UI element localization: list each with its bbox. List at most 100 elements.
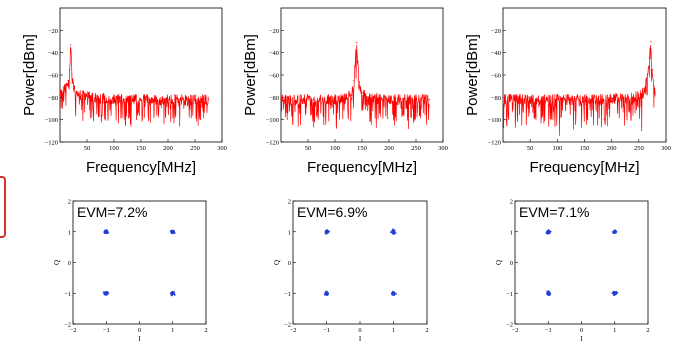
constellation-cluster [103, 229, 109, 235]
constellation-point [615, 230, 617, 232]
y-tick-label: −120 [488, 140, 501, 147]
spectrum-point [366, 96, 368, 98]
spectrum-point [199, 98, 201, 101]
constellation-point [103, 231, 106, 234]
constellation-point [395, 293, 398, 295]
spectrum-point [621, 97, 624, 100]
y-tick-label: −2 [506, 322, 513, 329]
spectrum-point [646, 74, 649, 76]
constellation-point [326, 291, 328, 293]
constellation-cluster [612, 229, 618, 234]
x-tick-label: 200 [607, 145, 617, 152]
constellation-point [105, 230, 107, 232]
spectrum-point [280, 98, 282, 101]
constellation-point [324, 231, 327, 233]
y-tick-label: −40 [269, 50, 279, 57]
plot-frame [280, 7, 444, 143]
spectrum-point [72, 87, 75, 89]
spectrum-point [323, 98, 325, 101]
x-tick-label: −2 [512, 327, 519, 334]
constellation-cluster [169, 290, 176, 297]
constellation-point [106, 232, 108, 234]
x-tick-label: 0 [138, 327, 141, 334]
spectrum-point [556, 98, 558, 101]
constellation-point [392, 232, 394, 234]
spectrum-point [102, 97, 104, 100]
spectrum-point [156, 98, 158, 101]
y-tick-label: −2 [284, 322, 291, 329]
constellation-point [546, 290, 549, 293]
y-tick-label: 2 [68, 199, 71, 206]
x-axis-label: Frequency[MHz] [307, 159, 417, 176]
constellation-point [107, 291, 109, 294]
y-tick-label: −1 [506, 291, 513, 298]
constellation-point [324, 292, 327, 294]
x-tick-label: 1 [392, 327, 395, 334]
constellation-point [613, 230, 615, 233]
y-tick-label: 1 [288, 229, 291, 236]
constellation-plot-2: −2 −1 0 1 2 −2 −1 0 1 2 EVM=6.9% I Q [273, 199, 429, 344]
x-tick-label: 250 [411, 145, 421, 152]
spectrum-point [59, 94, 61, 96]
constellation-point [549, 292, 551, 295]
evm-annotation: EVM=7.1% [519, 204, 589, 220]
spectrum-point [399, 98, 401, 101]
x-tick-label: 1 [171, 327, 174, 334]
spectrum-point [75, 92, 77, 94]
evm-annotation: EVM=6.9% [297, 204, 367, 220]
y-axis-label: Power[dBm] [242, 34, 259, 116]
x-tick-label: 300 [217, 145, 227, 152]
constellation-point [616, 292, 619, 294]
constellation-plot-3: −2 −1 0 1 2 −2 −1 0 1 2 EVM=7.1% I Q [495, 199, 650, 344]
constellation-cluster [391, 290, 398, 296]
y-tick-label: 1 [68, 229, 71, 236]
spectrum-point [632, 96, 635, 98]
constellation-cluster [324, 229, 330, 235]
spectrum-point [567, 98, 569, 101]
plot-frame [292, 200, 428, 325]
spectrum-point [600, 98, 602, 101]
y-tick-label: −2 [64, 322, 71, 329]
spectrum-point [649, 57, 651, 59]
x-tick-label: 300 [661, 145, 671, 152]
x-tick-label: 300 [438, 145, 448, 152]
constellation-point [105, 291, 107, 293]
y-axis-label: Q [495, 260, 503, 265]
y-tick-label: 1 [510, 229, 513, 236]
y-tick-label: −20 [48, 28, 58, 35]
spectrum-point [291, 98, 293, 101]
constellation-point [105, 293, 107, 295]
x-tick-label: 150 [580, 145, 590, 152]
x-axis-label: Frequency[MHz] [529, 159, 639, 176]
constellation-point [173, 293, 176, 296]
spectrum-plot-2: 50 100 150 200 250 300 −120 −100 −80 −60 −40 −20 Fre… [242, 7, 448, 176]
constellation-cluster [390, 228, 397, 235]
spectrum-trace [503, 45, 656, 136]
x-tick-label: 200 [163, 145, 173, 152]
spectrum-point [653, 85, 655, 87]
constellation-point [171, 231, 173, 233]
spectrum-point [361, 92, 363, 94]
red-edge-marker [0, 176, 6, 238]
x-tick-label: 150 [136, 145, 146, 152]
y-tick-label: −100 [266, 117, 279, 124]
spectrum-point [545, 98, 548, 101]
spectrum-point [524, 98, 526, 101]
constellation-cluster [324, 290, 330, 296]
spectrum-point [312, 98, 314, 101]
constellation-point [547, 231, 549, 234]
constellation-cluster [545, 229, 552, 235]
constellation-point [171, 291, 174, 293]
constellation-point [548, 290, 550, 293]
spectrum-point [356, 42, 358, 44]
x-tick-label: −1 [103, 327, 110, 334]
spectrum-point [650, 40, 652, 43]
plot-frame [72, 200, 207, 325]
y-tick-label: −1 [64, 291, 71, 298]
constellation-point [391, 293, 394, 296]
constellation-point [614, 232, 617, 234]
constellation-point [326, 229, 328, 231]
x-tick-label: 50 [84, 145, 91, 152]
x-tick-label: 2 [646, 327, 649, 334]
